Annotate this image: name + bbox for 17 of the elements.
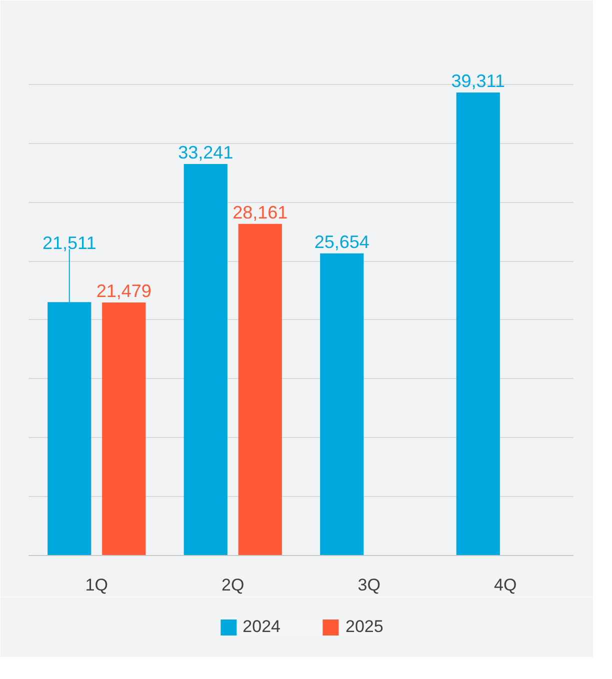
data-label: 33,241 xyxy=(178,142,234,163)
data-label: 21,511 xyxy=(42,233,96,254)
bar xyxy=(238,224,282,556)
x-tick-label: 3Q xyxy=(358,576,380,594)
bar xyxy=(456,92,500,556)
legend-label: 2024 xyxy=(242,617,280,637)
x-tick-label: 4Q xyxy=(494,576,517,594)
bar xyxy=(320,253,364,556)
data-label: 25,654 xyxy=(314,232,370,252)
data-label: 28,161 xyxy=(232,202,288,223)
bar xyxy=(102,302,146,556)
data-label: 21,479 xyxy=(96,281,152,302)
x-tick-label: 1Q xyxy=(85,576,108,594)
data-label: 39,311 xyxy=(451,71,505,92)
legend-label: 2025 xyxy=(346,617,384,637)
x-tick-label: 2Q xyxy=(222,576,244,594)
bar xyxy=(184,164,228,556)
